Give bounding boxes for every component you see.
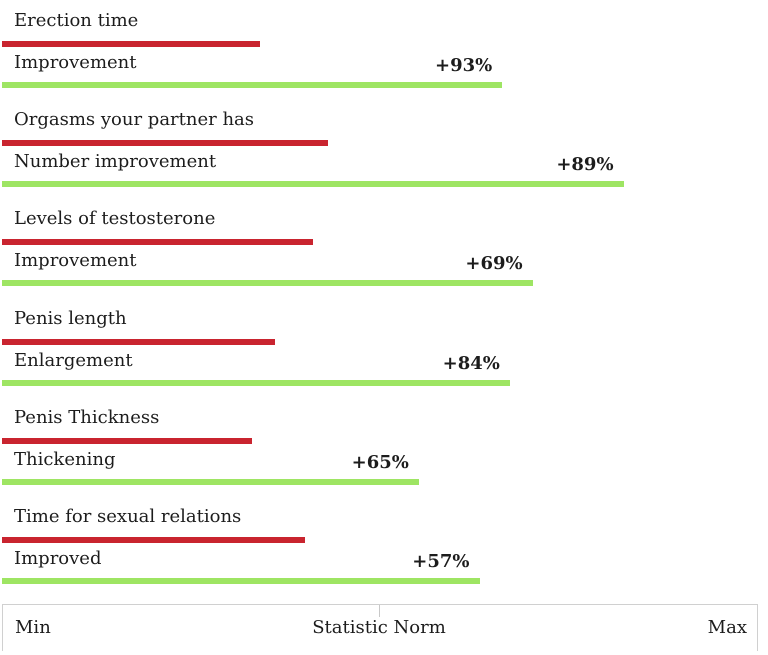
percent-label: +57% — [412, 551, 470, 572]
category-label: Orgasms your partner has — [14, 109, 255, 131]
category-label: Time for sexual relations — [14, 506, 242, 527]
category-label: Erection time — [14, 10, 139, 31]
axis-label-max: Max — [707, 617, 747, 638]
improvement-label: Improvement — [14, 250, 137, 272]
baseline-bar — [2, 41, 260, 47]
axis-label-min: Min — [15, 617, 51, 638]
percent-label: +89% — [556, 154, 614, 176]
improvement-bar — [2, 578, 480, 584]
percent-label: +84% — [442, 352, 500, 374]
improvement-bar — [2, 280, 533, 287]
improvement-label: Thickening — [14, 448, 116, 470]
axis-midpoint-tick — [379, 605, 380, 617]
percent-label: +69% — [465, 253, 523, 275]
improvement-label: Enlargement — [14, 349, 133, 371]
baseline-bar — [2, 338, 275, 345]
improvement-label: Number improvement — [14, 151, 217, 173]
improvement-label: Improvement — [14, 52, 137, 73]
baseline-bar — [2, 537, 306, 543]
improvement-bar — [2, 181, 624, 188]
x-axis: Min Statistic Norm Max — [2, 604, 758, 651]
category-label: Levels of testosterone — [14, 208, 216, 230]
category-label: Penis length — [14, 307, 127, 329]
percent-label: +93% — [435, 55, 493, 76]
improvement-label: Improved — [14, 548, 102, 569]
percent-label: +65% — [351, 451, 409, 473]
improvement-bar — [2, 478, 419, 485]
improvement-bar — [2, 82, 503, 88]
baseline-bar — [2, 140, 328, 147]
axis-label-statistic-norm: Statistic Norm — [312, 617, 446, 638]
baseline-bar — [2, 437, 253, 444]
category-label: Penis Thickness — [14, 406, 160, 428]
improvement-bar — [2, 379, 510, 386]
baseline-bar — [2, 239, 313, 246]
